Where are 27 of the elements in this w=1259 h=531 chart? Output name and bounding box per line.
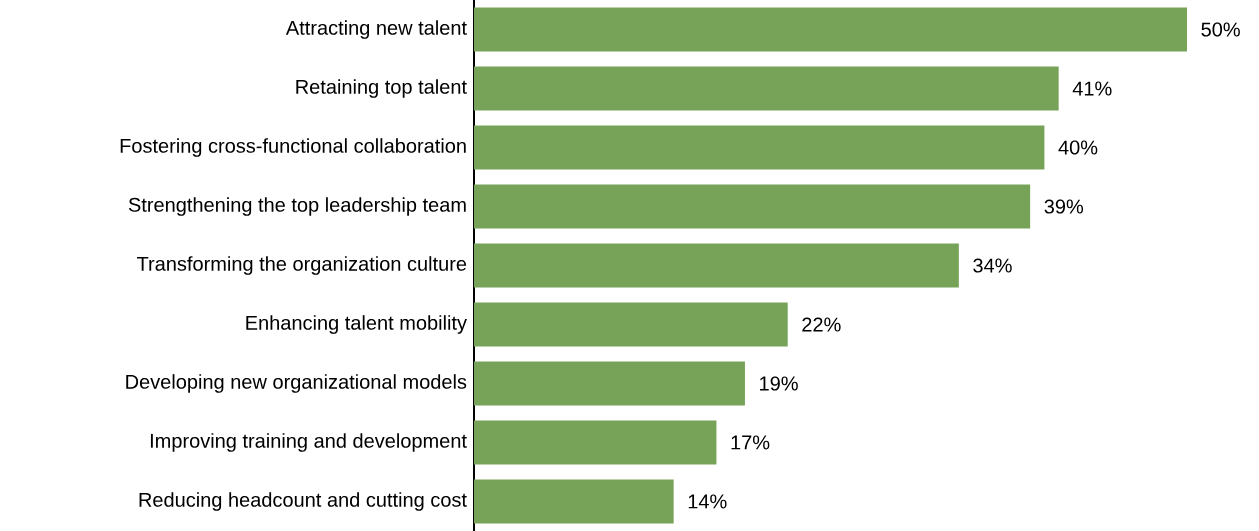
bar bbox=[474, 7, 1187, 52]
y-tick-label: Fostering cross-functional collaboration bbox=[120, 138, 466, 157]
data-label: 19% bbox=[760, 376, 798, 391]
data-label: 14% bbox=[688, 494, 727, 509]
y-tick-label: Strengthening the top leadership team bbox=[128, 197, 466, 216]
data-label: 17% bbox=[731, 435, 770, 450]
data-label: 22% bbox=[802, 317, 841, 332]
y-tick-label: Enhancing talent mobility bbox=[246, 315, 467, 334]
data-label: 41% bbox=[1072, 81, 1112, 96]
y-tick-label: Transforming the organization culture bbox=[136, 256, 467, 275]
y-tick-label: Retaining top talent bbox=[296, 79, 467, 98]
bar bbox=[474, 184, 1031, 229]
data-label: 50% bbox=[1201, 22, 1240, 37]
bar bbox=[474, 420, 717, 465]
bar bbox=[474, 302, 788, 347]
y-tick-label: Improving training and development bbox=[150, 433, 467, 452]
data-label: 34% bbox=[973, 258, 1012, 273]
data-label: 40% bbox=[1058, 140, 1098, 155]
y-tick-label: Reducing headcount and cutting cost bbox=[139, 492, 467, 511]
data-label: 39% bbox=[1044, 199, 1084, 214]
bar bbox=[474, 66, 1059, 111]
bar bbox=[474, 125, 1045, 170]
bar bbox=[474, 479, 674, 524]
bar bbox=[474, 361, 745, 406]
y-tick-label: Attracting new talent bbox=[285, 20, 467, 39]
bar bbox=[474, 243, 959, 288]
y-tick-label: Developing new organizational models bbox=[126, 374, 467, 393]
